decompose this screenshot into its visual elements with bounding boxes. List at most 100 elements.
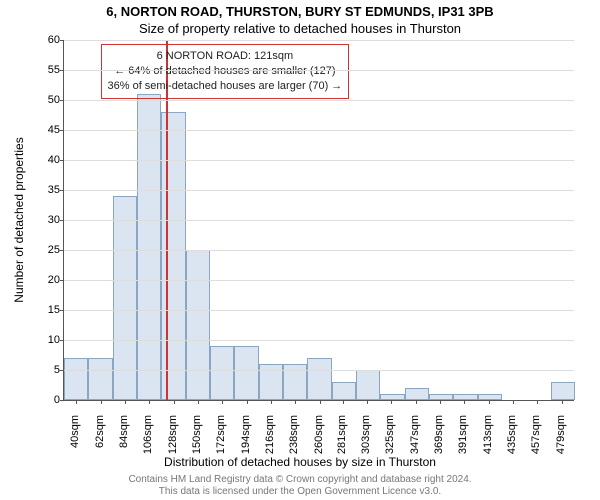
y-tick-label: 40 [30,154,60,166]
x-tick-mark [271,400,272,404]
x-tick-mark [125,400,126,404]
y-tick-mark [60,250,64,251]
copyright-line1: Contains HM Land Registry data © Crown c… [128,474,471,485]
x-tick-mark [416,400,417,404]
x-tick-mark [174,400,175,404]
x-tick-label: 150sqm [191,415,203,455]
y-tick-label: 5 [30,364,60,376]
gridline [64,280,574,281]
gridline [64,100,574,101]
y-tick-mark [60,130,64,131]
y-tick-mark [60,310,64,311]
x-tick-mark [489,400,490,404]
gridline [64,220,574,221]
x-tick-label: 128sqm [167,415,179,455]
annotation-box: 6 NORTON ROAD: 121sqm ← 64% of detached … [101,44,350,99]
x-tick-mark [101,400,102,404]
x-tick-label: 369sqm [433,415,445,455]
x-tick-mark [295,400,296,404]
histogram-bar [380,394,404,400]
x-tick-label: 435sqm [506,415,518,455]
gridline [64,250,574,251]
annotation-line1: 6 NORTON ROAD: 121sqm [108,49,343,64]
x-tick-label: 194sqm [240,415,252,455]
x-tick-label: 281sqm [336,415,348,455]
x-tick-label: 347sqm [409,415,421,455]
y-tick-label: 50 [30,94,60,106]
histogram-bar [405,388,429,400]
chart-title-line1: 6, NORTON ROAD, THURSTON, BURY ST EDMUND… [0,4,600,19]
x-tick-label: 216sqm [264,415,276,455]
histogram-bar [429,394,453,400]
x-tick-mark [367,400,368,404]
x-tick-label: 260sqm [313,415,325,455]
x-axis-label: Distribution of detached houses by size … [0,455,600,469]
y-tick-label: 10 [30,334,60,346]
x-tick-label: 303sqm [360,415,372,455]
histogram-bar [88,358,112,400]
x-tick-mark [198,400,199,404]
gridline [64,130,574,131]
gridline [64,370,574,371]
chart-title-line2: Size of property relative to detached ho… [0,21,600,36]
y-tick-label: 15 [30,304,60,316]
y-tick-mark [60,70,64,71]
gridline [64,70,574,71]
y-tick-mark [60,280,64,281]
x-tick-mark [391,400,392,404]
y-tick-mark [60,100,64,101]
x-tick-label: 172sqm [215,415,227,455]
x-tick-mark [562,400,563,404]
x-tick-mark [464,400,465,404]
x-tick-label: 106sqm [142,415,154,455]
y-tick-mark [60,40,64,41]
gridline [64,160,574,161]
y-tick-label: 0 [30,394,60,406]
histogram-bar [210,346,234,400]
x-tick-mark [440,400,441,404]
x-tick-label: 479sqm [555,415,567,455]
x-tick-label: 457sqm [530,415,542,455]
y-tick-label: 35 [30,184,60,196]
y-tick-mark [60,400,64,401]
gridline [64,310,574,311]
x-tick-mark [537,400,538,404]
histogram-bar [186,250,210,400]
histogram-bar [453,394,477,400]
y-tick-label: 55 [30,64,60,76]
annotation-line2: ← 64% of detached houses are smaller (12… [108,64,343,79]
y-tick-mark [60,190,64,191]
annotation-line3: 36% of semi-detached houses are larger (… [108,79,343,94]
y-tick-mark [60,340,64,341]
x-tick-label: 325sqm [384,415,396,455]
x-tick-mark [149,400,150,404]
y-tick-mark [60,220,64,221]
y-tick-label: 25 [30,244,60,256]
x-tick-label: 238sqm [288,415,300,455]
y-tick-label: 60 [30,34,60,46]
gridline [64,190,574,191]
x-tick-label: 84sqm [118,415,130,455]
y-tick-mark [60,370,64,371]
histogram-bar [234,346,258,400]
x-tick-label: 391sqm [457,415,469,455]
gridline [64,40,574,41]
histogram-bar [332,382,356,400]
histogram-bar [307,358,331,400]
x-tick-mark [222,400,223,404]
x-tick-label: 40sqm [69,415,81,455]
y-tick-label: 45 [30,124,60,136]
x-tick-label: 62sqm [94,415,106,455]
x-tick-label: 413sqm [482,415,494,455]
x-tick-mark [513,400,514,404]
x-tick-mark [320,400,321,404]
histogram-bar [551,382,575,400]
histogram-bar [137,94,161,400]
x-tick-mark [247,400,248,404]
gridline [64,340,574,341]
y-tick-label: 20 [30,274,60,286]
y-tick-label: 30 [30,214,60,226]
y-axis-label: Number of detached properties [12,40,26,400]
x-tick-mark [76,400,77,404]
chart-plot-area: 6 NORTON ROAD: 121sqm ← 64% of detached … [63,40,574,401]
